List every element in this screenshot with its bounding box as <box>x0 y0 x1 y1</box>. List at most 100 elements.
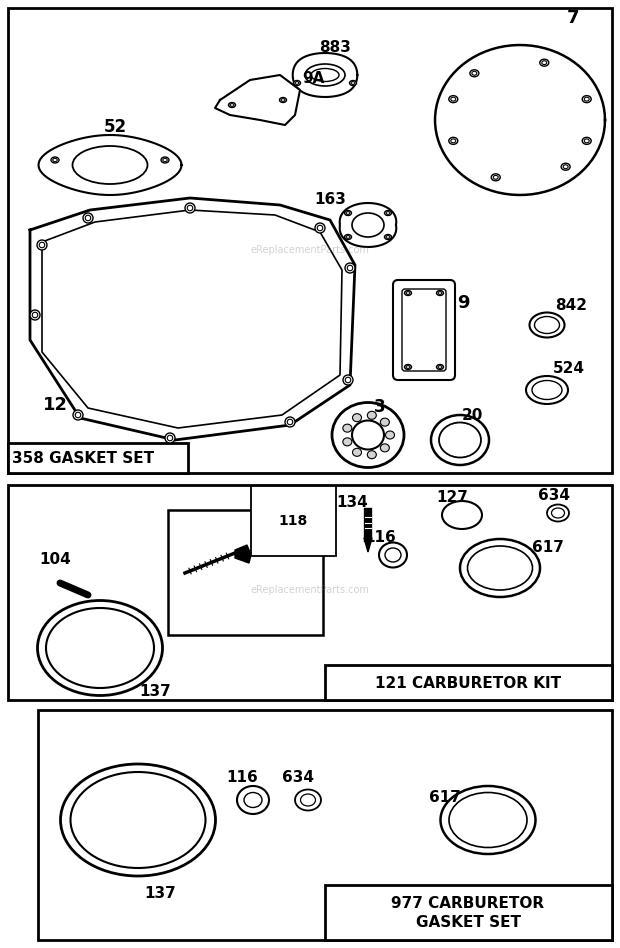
FancyBboxPatch shape <box>168 510 323 635</box>
Ellipse shape <box>71 772 205 868</box>
Ellipse shape <box>582 96 591 102</box>
Ellipse shape <box>187 206 193 210</box>
Polygon shape <box>340 203 396 247</box>
Ellipse shape <box>436 364 443 370</box>
Ellipse shape <box>165 433 175 443</box>
Ellipse shape <box>386 431 394 439</box>
Ellipse shape <box>244 793 262 808</box>
Ellipse shape <box>460 539 540 597</box>
Text: eReplacementParts.com: eReplacementParts.com <box>250 585 370 595</box>
Ellipse shape <box>406 292 410 295</box>
Ellipse shape <box>451 98 456 101</box>
Ellipse shape <box>37 600 162 696</box>
Ellipse shape <box>345 210 352 215</box>
FancyBboxPatch shape <box>8 485 612 700</box>
Polygon shape <box>38 135 182 195</box>
Ellipse shape <box>37 240 47 250</box>
Text: 118: 118 <box>279 514 308 528</box>
Ellipse shape <box>30 310 40 320</box>
Ellipse shape <box>470 70 479 77</box>
FancyBboxPatch shape <box>325 665 612 700</box>
Ellipse shape <box>73 146 148 184</box>
Ellipse shape <box>380 444 389 452</box>
FancyBboxPatch shape <box>402 289 446 371</box>
Polygon shape <box>435 45 605 195</box>
Ellipse shape <box>343 375 353 385</box>
FancyBboxPatch shape <box>8 443 188 473</box>
Ellipse shape <box>167 435 173 441</box>
FancyBboxPatch shape <box>8 8 612 473</box>
Ellipse shape <box>51 157 59 163</box>
Ellipse shape <box>53 158 57 162</box>
Text: 358 GASKET SET: 358 GASKET SET <box>12 450 154 465</box>
Ellipse shape <box>86 215 91 221</box>
Ellipse shape <box>73 410 83 420</box>
Ellipse shape <box>345 377 351 383</box>
Ellipse shape <box>584 139 589 143</box>
FancyBboxPatch shape <box>325 885 612 940</box>
Ellipse shape <box>431 415 489 465</box>
Text: 116: 116 <box>364 530 396 544</box>
Ellipse shape <box>436 290 443 296</box>
Ellipse shape <box>534 317 559 334</box>
Ellipse shape <box>561 163 570 171</box>
Ellipse shape <box>438 292 442 295</box>
Ellipse shape <box>584 98 589 101</box>
Ellipse shape <box>285 417 295 427</box>
Ellipse shape <box>345 263 355 273</box>
Text: 524: 524 <box>553 360 585 375</box>
FancyBboxPatch shape <box>393 280 455 380</box>
Ellipse shape <box>406 366 410 369</box>
Ellipse shape <box>32 312 38 318</box>
Text: 137: 137 <box>139 684 171 700</box>
Ellipse shape <box>582 137 591 144</box>
Ellipse shape <box>315 223 325 233</box>
Polygon shape <box>30 198 355 440</box>
Ellipse shape <box>317 226 323 230</box>
Text: 12: 12 <box>43 396 68 414</box>
Ellipse shape <box>161 157 169 163</box>
Ellipse shape <box>353 448 361 456</box>
Ellipse shape <box>287 419 293 425</box>
Ellipse shape <box>39 243 45 247</box>
Ellipse shape <box>293 81 301 85</box>
Ellipse shape <box>295 790 321 811</box>
Ellipse shape <box>352 213 384 237</box>
Ellipse shape <box>404 290 412 296</box>
Ellipse shape <box>451 139 456 143</box>
Text: 121 CARBURETOR KIT: 121 CARBURETOR KIT <box>375 676 561 690</box>
Ellipse shape <box>237 786 269 814</box>
Ellipse shape <box>442 501 482 529</box>
Text: 9A: 9A <box>302 70 324 85</box>
Ellipse shape <box>529 313 564 337</box>
Ellipse shape <box>547 504 569 521</box>
Text: 883: 883 <box>319 40 351 54</box>
Ellipse shape <box>83 213 93 223</box>
Ellipse shape <box>61 764 216 876</box>
Text: 163: 163 <box>314 191 346 207</box>
Ellipse shape <box>347 265 353 271</box>
Ellipse shape <box>332 403 404 467</box>
Ellipse shape <box>379 542 407 568</box>
Ellipse shape <box>346 211 350 214</box>
Ellipse shape <box>438 366 442 369</box>
Polygon shape <box>215 75 300 125</box>
Text: 116: 116 <box>226 771 258 786</box>
Text: 3: 3 <box>374 398 386 416</box>
Text: 977 CARBURETOR
GASKET SET: 977 CARBURETOR GASKET SET <box>391 896 544 930</box>
Ellipse shape <box>353 413 361 422</box>
Text: 127: 127 <box>436 489 468 504</box>
Ellipse shape <box>367 411 376 419</box>
Ellipse shape <box>542 61 547 64</box>
Ellipse shape <box>540 59 549 66</box>
Text: 20: 20 <box>461 408 483 423</box>
Ellipse shape <box>449 137 458 144</box>
Ellipse shape <box>230 103 234 106</box>
Ellipse shape <box>343 438 352 446</box>
Ellipse shape <box>563 165 568 169</box>
Ellipse shape <box>494 175 498 179</box>
Ellipse shape <box>449 96 458 102</box>
Ellipse shape <box>343 424 352 432</box>
Text: 617: 617 <box>429 791 461 806</box>
Ellipse shape <box>281 99 285 101</box>
